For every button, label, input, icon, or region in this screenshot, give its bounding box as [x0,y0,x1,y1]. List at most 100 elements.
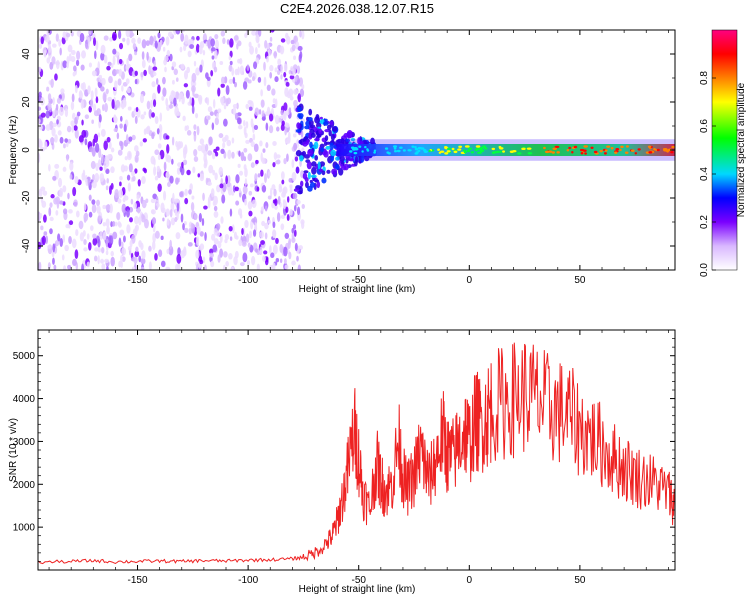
noise-cell [252,133,256,141]
noise-cell [179,30,185,33]
noise-cell [90,225,94,232]
noise-cell [76,50,81,61]
noise-cell [152,92,157,102]
signal-cell [480,149,485,152]
noise-cell [126,209,130,218]
noise-cell [55,103,59,111]
noise-cell [189,96,193,106]
signal-cell [603,152,607,155]
noise-cell [263,61,266,71]
noise-cell [70,120,76,127]
noise-cell [80,64,85,71]
noise-cell [231,266,234,270]
noise-cell [100,258,104,264]
transition-cell [360,154,365,163]
signal-cell [402,149,406,152]
noise-cell [73,199,78,208]
noise-cell [237,66,240,76]
noise-cell [68,235,72,245]
noise-cell [125,133,129,144]
noise-cell [261,184,267,193]
noise-cell [265,142,269,149]
noise-cell [165,36,170,46]
noise-cell [122,37,126,42]
noise-cell [134,168,138,174]
noise-cell [67,192,70,200]
noise-cell [214,172,218,181]
noise-cell [247,153,253,162]
noise-cell [127,182,131,192]
noise-cell [133,256,138,265]
noise-cell [173,198,179,203]
noise-cell [281,120,285,126]
noise-cell [193,60,197,67]
noise-cell [239,262,245,267]
noise-cell [195,236,200,246]
signal-cell [411,145,415,148]
noise-cell [105,204,111,211]
noise-cell [261,116,266,121]
transition-cell [321,170,326,176]
noise-cell [267,171,271,177]
noise-cell [134,51,138,56]
noise-cell [154,40,158,49]
noise-cell [102,104,105,112]
signal-cell [446,150,451,153]
noise-cell [102,204,107,210]
noise-cell [257,76,262,83]
noise-cell [264,173,267,184]
noise-cell [231,67,235,77]
transition-cell [303,170,309,174]
noise-cell [124,156,128,161]
noise-cell [98,247,101,253]
signal-cell [620,145,624,149]
noise-cell [90,90,94,100]
signal-cell [444,152,449,155]
noise-cell [220,216,224,224]
noise-cell [163,190,167,201]
noise-cell [186,169,191,176]
noise-cell [220,76,225,85]
noise-cell [179,46,183,53]
noise-cell [45,110,50,119]
noise-cell [81,50,86,59]
colorbar-tick-label: 0.2 [699,215,710,229]
noise-cell [293,142,298,151]
noise-cell [273,50,277,59]
noise-cell [154,175,159,181]
snr-y-tick-label: 4000 [13,394,36,405]
noise-cell [153,60,157,67]
noise-cell [97,159,102,167]
noise-cell [204,143,209,152]
noise-cell [84,39,89,49]
noise-cell [202,256,206,264]
noise-cell [178,94,182,103]
noise-cell [141,51,145,60]
spectrogram-x-tick-label: -150 [128,275,148,286]
noise-cell [283,110,287,121]
noise-cell [84,138,88,146]
noise-cell [232,106,237,116]
noise-cell [95,40,99,51]
transition-cell [357,137,361,145]
signal-cell [670,150,674,154]
noise-cell [239,58,243,65]
noise-cell [291,171,297,182]
noise-cell [57,177,63,188]
noise-cell [183,83,189,88]
noise-cell [119,175,123,181]
signal-cell [552,147,557,151]
noise-cell [142,138,147,143]
noise-cell [97,132,101,138]
noise-cell [228,64,233,72]
noise-cell [259,231,264,239]
noise-cell [123,235,126,243]
transition-cell [331,126,338,132]
noise-cell [175,30,181,35]
noise-cell [250,141,255,148]
signal-cell [634,152,638,155]
noise-cell [75,229,79,237]
snr-line-group [38,342,675,565]
noise-cell [105,168,110,175]
noise-cell [94,87,98,98]
